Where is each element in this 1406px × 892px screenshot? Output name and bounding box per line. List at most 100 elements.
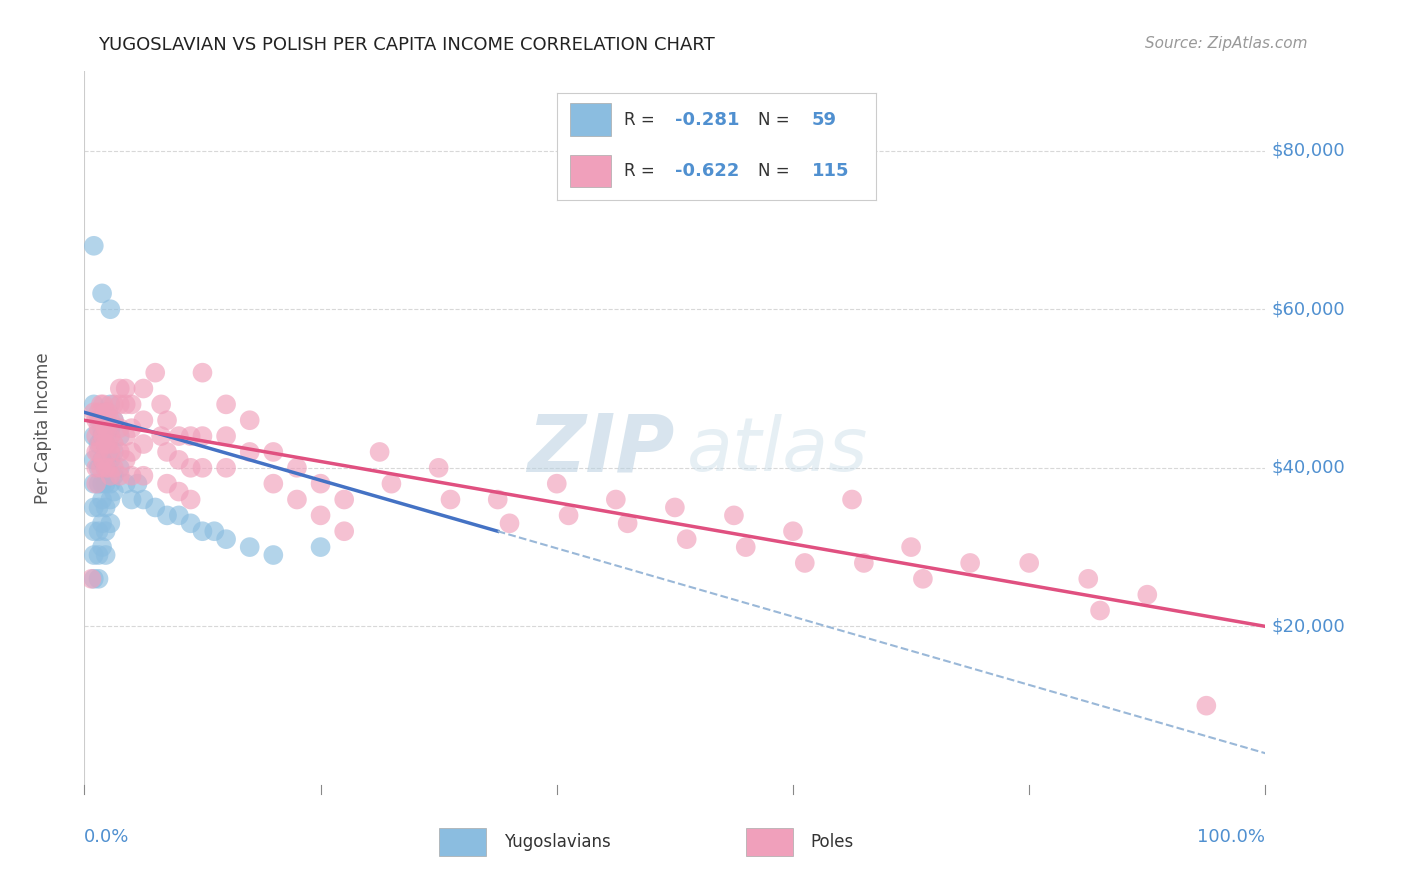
Point — [239, 413, 262, 427]
Point — [132, 492, 155, 507]
Point — [108, 429, 131, 443]
Point — [84, 445, 107, 459]
Point — [98, 302, 121, 317]
Point — [98, 468, 121, 483]
Point — [94, 437, 117, 451]
Point — [167, 484, 190, 499]
Point — [333, 492, 356, 507]
Point — [1018, 556, 1040, 570]
Point — [108, 468, 131, 483]
Point — [1088, 603, 1111, 617]
Text: $80,000: $80,000 — [1271, 142, 1346, 160]
Point — [427, 460, 450, 475]
Point — [150, 429, 173, 443]
Point — [121, 445, 143, 459]
Point — [87, 500, 110, 515]
Text: Poles: Poles — [811, 833, 853, 851]
Point — [87, 572, 110, 586]
Point — [202, 524, 225, 539]
Text: YUGOSLAVIAN VS POLISH PER CAPITA INCOME CORRELATION CHART: YUGOSLAVIAN VS POLISH PER CAPITA INCOME … — [98, 36, 716, 54]
Point — [486, 492, 509, 507]
Point — [180, 429, 202, 443]
Point — [108, 445, 131, 459]
Point — [91, 429, 114, 443]
Point — [103, 484, 125, 499]
Text: Source: ZipAtlas.com: Source: ZipAtlas.com — [1144, 36, 1308, 51]
Point — [103, 445, 125, 459]
Text: atlas: atlas — [686, 414, 868, 485]
Point — [167, 429, 190, 443]
Point — [156, 445, 179, 459]
Point — [91, 516, 114, 531]
Point — [94, 413, 117, 427]
Point — [83, 429, 105, 443]
Point — [262, 476, 284, 491]
Point — [439, 492, 461, 507]
Point — [98, 397, 121, 411]
Point — [108, 421, 131, 435]
Text: 100.0%: 100.0% — [1198, 828, 1265, 846]
Point — [84, 413, 107, 427]
Point — [108, 397, 131, 411]
Point — [98, 413, 121, 427]
Point — [87, 524, 110, 539]
Point — [121, 397, 143, 411]
Text: ZIP: ZIP — [527, 410, 675, 489]
Point — [91, 413, 114, 427]
Point — [90, 437, 112, 451]
Point — [90, 397, 112, 411]
Point — [94, 524, 117, 539]
Point — [1136, 588, 1159, 602]
Point — [94, 548, 117, 562]
Point — [215, 429, 238, 443]
Point — [167, 453, 190, 467]
Text: 0.0%: 0.0% — [84, 828, 129, 846]
Point — [911, 572, 934, 586]
Point — [94, 460, 117, 475]
Point — [959, 556, 981, 570]
Point — [132, 413, 155, 427]
Point — [94, 437, 117, 451]
Point — [309, 508, 332, 523]
Point — [793, 556, 815, 570]
Point — [215, 397, 238, 411]
Point — [121, 468, 143, 483]
Point — [91, 453, 114, 467]
Point — [114, 397, 136, 411]
Point — [98, 429, 121, 443]
Point — [98, 445, 121, 459]
Point — [675, 532, 697, 546]
Point — [191, 460, 214, 475]
Point — [127, 476, 149, 491]
Point — [143, 500, 166, 515]
Point — [734, 540, 756, 554]
Point — [180, 460, 202, 475]
Point — [285, 460, 308, 475]
Point — [91, 453, 114, 467]
Point — [150, 397, 173, 411]
Point — [309, 540, 332, 554]
Point — [83, 405, 105, 419]
Point — [103, 460, 125, 475]
Point — [94, 476, 117, 491]
Point — [84, 460, 107, 475]
Point — [103, 413, 125, 427]
Point — [215, 460, 238, 475]
Point — [616, 516, 638, 531]
Point — [309, 476, 332, 491]
Point — [782, 524, 804, 539]
Point — [132, 468, 155, 483]
Point — [97, 405, 120, 419]
Point — [83, 476, 105, 491]
Point — [91, 286, 114, 301]
Point — [98, 516, 121, 531]
Point — [83, 548, 105, 562]
Point — [94, 460, 117, 475]
Point — [97, 460, 120, 475]
Point — [191, 524, 214, 539]
Point — [98, 453, 121, 467]
Point — [91, 397, 114, 411]
Point — [132, 382, 155, 396]
Point — [723, 508, 745, 523]
Point — [121, 492, 143, 507]
